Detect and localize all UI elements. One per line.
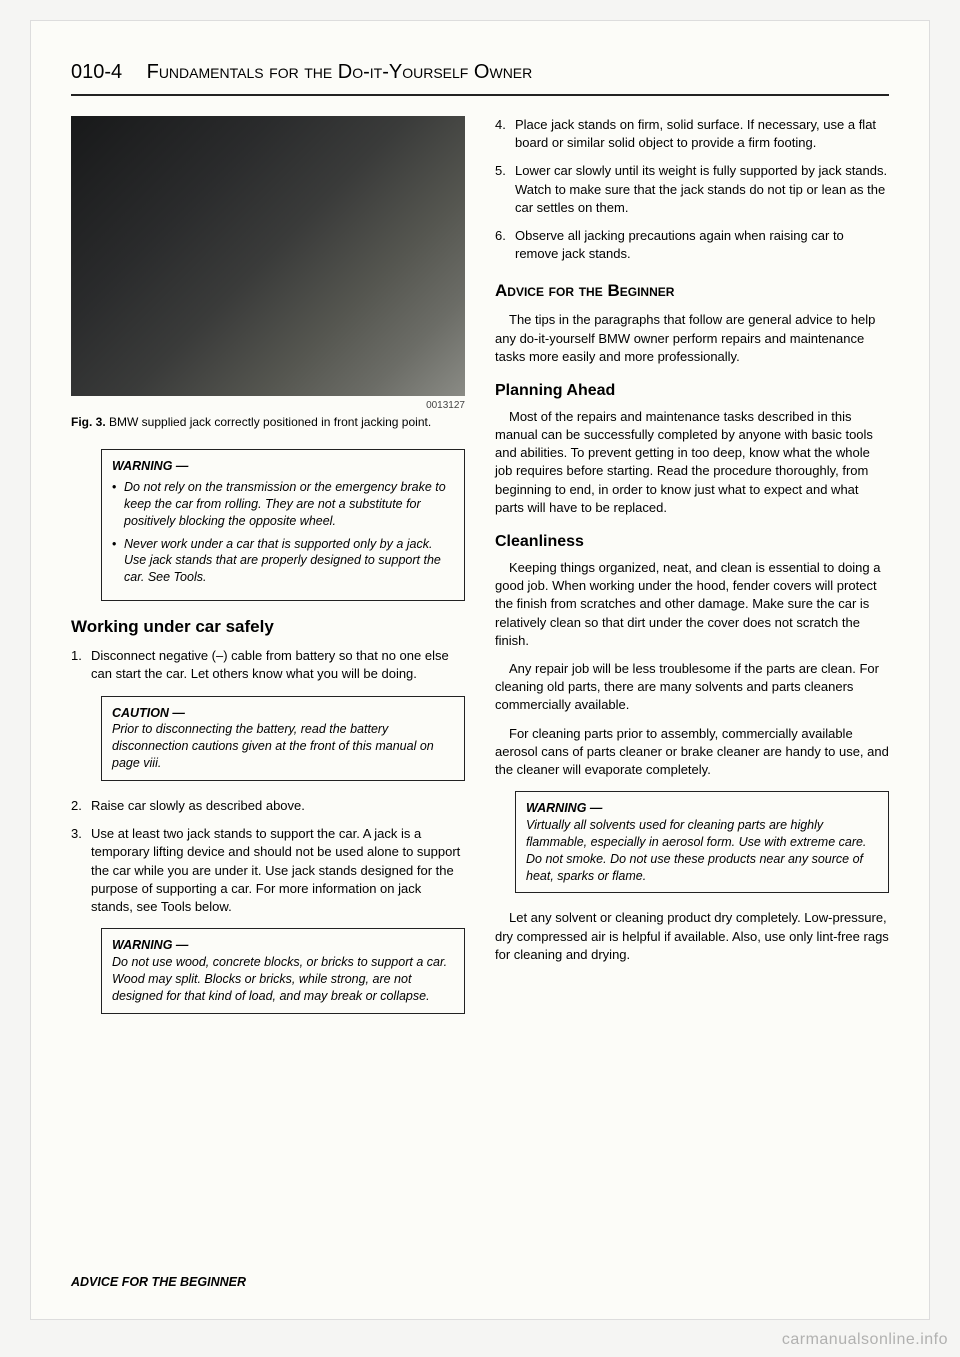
main-heading: Advice for the Beginner [495,281,889,301]
step-item: Observe all jacking precautions again wh… [495,227,889,263]
warning-text: Virtually all solvents used for cleaning… [526,817,878,885]
warning-box-3: WARNING — Virtually all solvents used fo… [515,791,889,893]
warning-title: WARNING — [526,800,878,817]
left-column: 0013127 Fig. 3. BMW supplied jack correc… [71,116,465,1030]
warning-title: WARNING — [112,458,454,475]
intro-paragraph: The tips in the paragraphs that follow a… [495,311,889,366]
caution-box: CAUTION — Prior to disconnecting the bat… [101,696,465,782]
page-number: 010-4 [71,61,122,83]
content-columns: 0013127 Fig. 3. BMW supplied jack correc… [71,116,889,1030]
page-title: Fundamentals for the Do-it-Yourself Owne… [147,61,533,83]
watermark: carmanualsonline.info [782,1331,948,1349]
step-list: Place jack stands on firm, solid surface… [495,116,889,263]
step-item: Lower car slowly until its weight is ful… [495,162,889,217]
warning-item: Do not rely on the transmission or the e… [112,479,454,530]
page-header: 010-4 Fundamentals for the Do-it-Yoursel… [71,61,889,84]
warning-box-2: WARNING — Do not use wood, concrete bloc… [101,928,465,1014]
subheading: Planning Ahead [495,382,889,400]
body-paragraph: For cleaning parts prior to assembly, co… [495,725,889,780]
figure-caption-text: BMW supplied jack correctly positioned i… [109,415,431,429]
body-paragraph: Let any solvent or cleaning product dry … [495,909,889,964]
manual-page: 010-4 Fundamentals for the Do-it-Yoursel… [30,20,930,1320]
caution-text: Prior to disconnecting the battery, read… [112,721,454,772]
right-column: Place jack stands on firm, solid surface… [495,116,889,1030]
subheading: Cleanliness [495,533,889,551]
figure-label: Fig. 3. [71,415,106,429]
warning-box-1: WARNING — Do not rely on the transmissio… [101,449,465,601]
warning-text: Do not use wood, concrete blocks, or bri… [112,954,454,1005]
step-item: Raise car slowly as described above. [71,797,465,815]
photo-id: 0013127 [71,400,465,411]
step-item: Use at least two jack stands to support … [71,825,465,916]
step-list: Disconnect negative (–) cable from batte… [71,647,465,683]
step-item: Disconnect negative (–) cable from batte… [71,647,465,683]
warning-title: WARNING — [112,937,454,954]
figure-caption: Fig. 3. BMW supplied jack correctly posi… [71,415,465,429]
body-paragraph: Any repair job will be less troublesome … [495,660,889,715]
warning-item: Never work under a car that is supported… [112,536,454,587]
page-footer: ADVICE FOR THE BEGINNER [71,1275,246,1289]
caution-title: CAUTION — [112,705,454,722]
figure-photo [71,116,465,396]
step-item: Place jack stands on firm, solid surface… [495,116,889,152]
body-paragraph: Most of the repairs and maintenance task… [495,408,889,517]
step-list: Raise car slowly as described above. Use… [71,797,465,916]
body-paragraph: Keeping things organized, neat, and clea… [495,559,889,650]
warning-list: Do not rely on the transmission or the e… [112,479,454,586]
section-heading: Working under car safely [71,617,465,637]
header-rule [71,94,889,96]
